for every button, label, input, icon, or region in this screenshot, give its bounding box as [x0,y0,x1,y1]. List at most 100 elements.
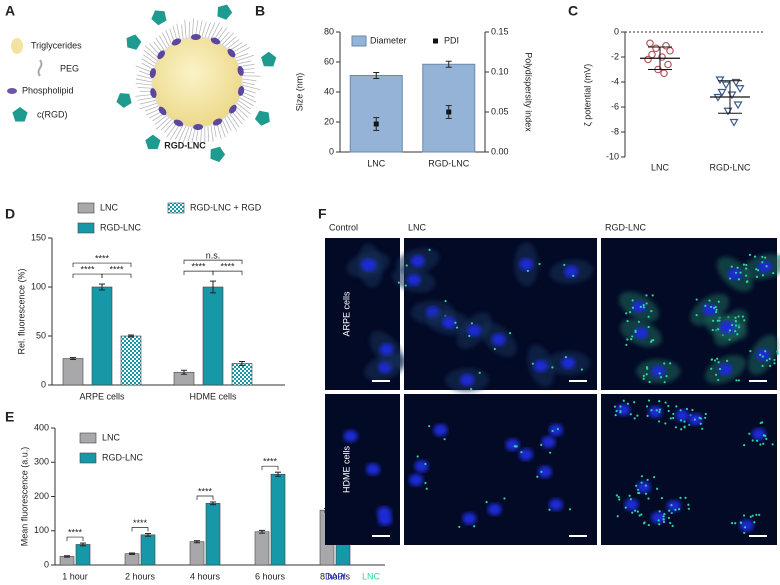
lnc-signal [728,329,732,332]
lnc-signal [717,361,720,364]
lnc-signal [745,263,748,267]
lnc-signal [773,358,776,362]
peg-chain [236,54,255,62]
lnc-signal [626,338,629,341]
axis-label: Size (nm) [294,73,304,112]
nucleus [561,357,576,370]
nucleus [739,519,754,532]
lnc-signal [548,508,551,511]
lnc-signal [655,487,659,490]
peg-chain [239,63,255,68]
nucleus [702,303,717,316]
lnc-signal [580,368,584,371]
lnc-signal [659,376,663,379]
peg-chain [141,58,155,67]
peg-chain [162,32,170,47]
x-tick-label: 1 hour [62,571,88,581]
legend-swatch [79,452,97,464]
x-tick-label: 6 hours [255,571,286,581]
lnc-signal [473,525,476,528]
peg-chain [169,123,181,140]
lnc-signal [455,326,459,329]
lnc-signal [662,518,665,521]
rgd-ligand [217,4,233,20]
peg-chain [219,120,226,138]
lnc-signal [638,491,641,495]
lnc-signal [717,378,720,382]
axis-label: Mean fluorescence (a.u.) [19,447,29,547]
lnc-signal [458,525,461,529]
peg-chain [210,124,214,143]
lnc-signal [755,268,758,271]
lnc-signal [662,515,665,518]
significance-bracket [66,536,84,542]
lnc-signal [759,443,762,446]
peg-chain [155,37,165,51]
rgd-ligand [126,34,142,50]
lnc-signal [764,350,767,353]
peg-chain [204,22,211,38]
peg-chain [144,105,159,112]
lnc-signal [667,404,670,408]
lnc-signal [424,462,427,466]
nucleus [548,498,563,511]
peg-chain [160,119,173,131]
legend-swatch [433,38,438,44]
peg-chain [241,78,257,82]
phospholipid [157,50,165,60]
significance-bracket [72,273,103,279]
peg-chain [176,23,181,41]
lnc-signal [764,256,767,259]
lnc-signal [769,364,772,367]
y-tick-label: 100 [31,281,46,291]
peg-chain [241,84,261,90]
error-bar [70,357,76,361]
lnc-signal [749,515,752,518]
lnc-signal [663,362,666,365]
lnc-signal [631,306,635,309]
lnc-signal [728,277,732,280]
error-bar [445,105,452,119]
lnc-signal [680,428,683,431]
lnc-signal [634,330,637,334]
phospholipid [173,119,184,127]
lnc-signal [708,299,711,302]
nucleus [441,316,456,329]
lnc-signal [734,319,737,323]
error-bar [145,532,151,537]
lnc-signal [662,520,666,524]
significance-label: **** [80,264,95,274]
legend-swatch [77,222,95,234]
lnc-signal [664,422,667,425]
significance-label: **** [263,457,278,467]
lnc-signal [758,513,761,516]
lnc-signal [688,423,691,426]
lnc-signal [648,380,651,384]
lnc-signal [683,420,686,423]
y-tick-label: 300 [34,457,49,467]
micrograph [601,394,777,545]
peg-chain [135,82,153,86]
lnc-signal [626,319,629,323]
column-label: Control [329,222,358,232]
peg-chain [210,22,221,40]
lnc-signal [619,410,622,413]
lnc-signal [663,381,666,384]
micrograph [404,394,597,545]
axis-label: ζ potential (mV) [582,64,592,127]
legend-swatch [351,35,367,47]
error-bar [259,529,265,534]
error-bar [128,334,134,338]
significance-label: **** [198,486,213,496]
lnc-signal [704,416,707,419]
point [729,118,739,127]
y-tick-label: 0.15 [491,26,509,36]
lnc-signal [638,514,641,517]
peg-chain [141,62,154,70]
panel-label: C [568,3,578,19]
rgd-ligand [261,51,277,67]
lnc-signal [714,305,717,309]
nucleus [519,258,534,271]
phospholipid [210,37,221,45]
